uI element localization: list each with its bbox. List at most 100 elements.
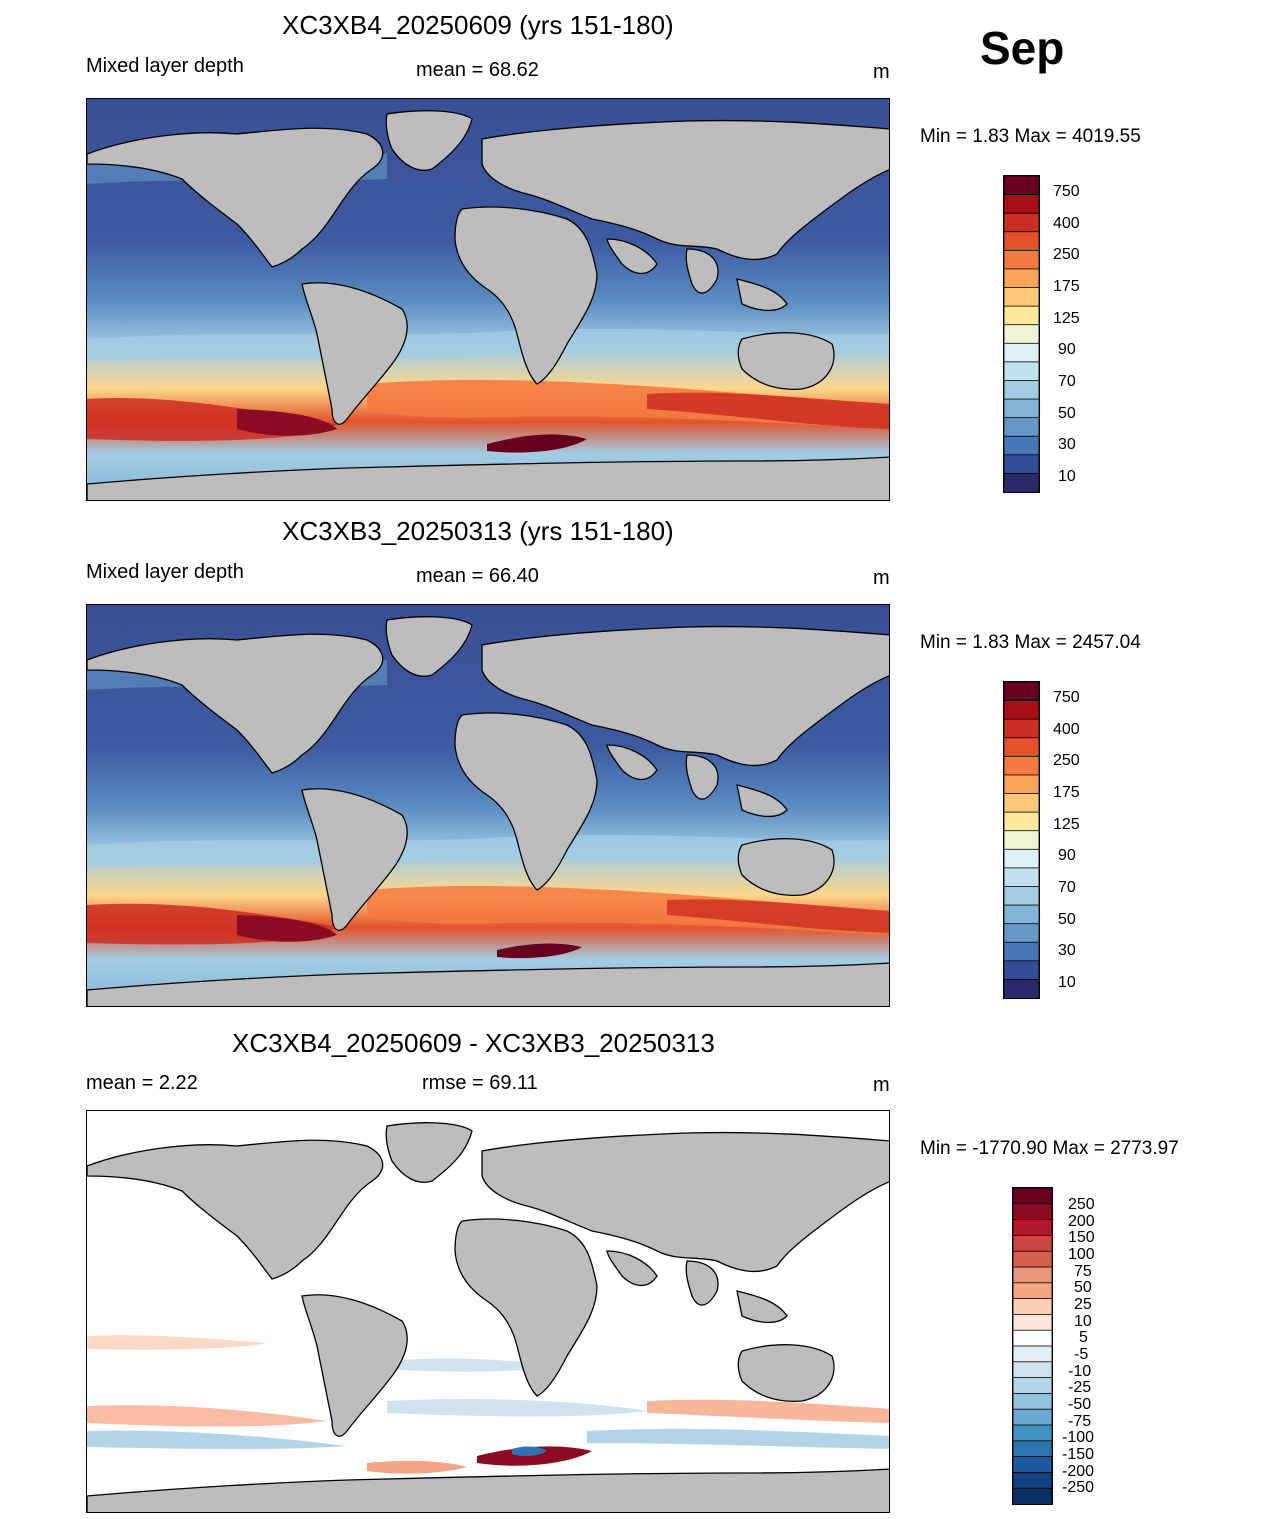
colorbar-swatch <box>1013 1377 1052 1395</box>
cb3-label-7: 10 <box>1074 1313 1092 1330</box>
cb2-label-0: 750 <box>1053 689 1080 706</box>
panel-2-colorbar-boxes <box>1003 681 1040 999</box>
cb2-label-4: 125 <box>1053 816 1080 833</box>
cb3-label-6: 25 <box>1074 1296 1092 1313</box>
colorbar-swatch <box>1004 923 1039 944</box>
cb1-label-9: 10 <box>1058 468 1076 485</box>
colorbar-swatch <box>1013 1282 1052 1300</box>
panel-2-variable-label: Mixed layer depth <box>86 561 244 583</box>
colorbar-swatch <box>1004 700 1039 721</box>
panel-3-map-svg <box>87 1111 889 1512</box>
colorbar-swatch <box>1004 774 1039 795</box>
colorbar-swatch <box>1004 979 1039 998</box>
panel-1-mean-label: mean = 68.62 <box>416 59 539 81</box>
panel-2-title: XC3XB3_20250313 (yrs 151-180) <box>282 516 674 546</box>
cb3-label-15: -150 <box>1062 1446 1095 1463</box>
panel-2-mean-label: mean = 66.40 <box>416 565 539 587</box>
cb2-label-7: 50 <box>1058 911 1076 928</box>
cb3-label-14: -100 <box>1062 1429 1095 1446</box>
colorbar-swatch <box>1004 268 1039 289</box>
cb1-label-5: 90 <box>1058 341 1076 358</box>
cb3-label-12: -50 <box>1068 1396 1092 1413</box>
colorbar-swatch <box>1013 1298 1052 1316</box>
colorbar-swatch <box>1013 1487 1052 1504</box>
panel-3-title: XC3XB4_20250609 - XC3XB3_20250313 <box>232 1028 715 1058</box>
cb1-label-2: 250 <box>1053 246 1080 263</box>
cb3-label-11: -25 <box>1068 1379 1092 1396</box>
colorbar-swatch <box>1013 1440 1052 1458</box>
panel-3-minmax: Min = -1770.90 Max = 2773.97 <box>920 1138 1179 1159</box>
cb2-label-1: 400 <box>1053 721 1080 738</box>
colorbar-swatch <box>1004 231 1039 252</box>
colorbar-swatch <box>1013 1408 1052 1426</box>
panel-1-units-label: m <box>873 61 890 83</box>
panel-1-colorbar-svg <box>1004 176 1039 492</box>
colorbar-swatch <box>1013 1314 1052 1332</box>
panel-2-map <box>86 604 890 1007</box>
colorbar-swatch <box>1004 324 1039 345</box>
colorbar-swatch <box>1004 755 1039 776</box>
colorbar-swatch <box>1004 886 1039 906</box>
cb1-label-6: 70 <box>1058 373 1076 390</box>
cb3-label-13: -75 <box>1068 1413 1092 1430</box>
cb3-label-0: 250 <box>1068 1196 1095 1213</box>
colorbar-swatch <box>1004 454 1039 475</box>
colorbar-swatch <box>1013 1266 1052 1284</box>
colorbar-swatch <box>1013 1329 1052 1347</box>
colorbar-swatch <box>1013 1188 1052 1205</box>
colorbar-swatch <box>1004 830 1039 851</box>
cb1-label-3: 175 <box>1053 278 1080 295</box>
colorbar-swatch <box>1004 194 1039 215</box>
colorbar-swatch <box>1004 941 1039 962</box>
colorbar-swatch <box>1013 1219 1052 1237</box>
cb3-label-17: -250 <box>1062 1479 1095 1496</box>
cb1-label-4: 125 <box>1053 310 1080 327</box>
panel-1-title: XC3XB4_20250609 (yrs 151-180) <box>282 10 674 40</box>
panel-1-map <box>86 98 890 501</box>
cb3-label-10: -10 <box>1068 1363 1092 1380</box>
cb2-label-2: 250 <box>1053 752 1080 769</box>
colorbar-swatch <box>1004 380 1039 400</box>
cb2-label-9: 10 <box>1058 974 1076 991</box>
cb3-label-2: 150 <box>1068 1229 1095 1246</box>
colorbar-swatch <box>1013 1424 1052 1442</box>
panel-2-minmax: Min = 1.83 Max = 2457.04 <box>920 632 1141 653</box>
panel-3-rmse-label: rmse = 69.11 <box>422 1072 538 1094</box>
colorbar-swatch <box>1004 473 1039 492</box>
cb1-label-1: 400 <box>1053 215 1080 232</box>
cb1-label-0: 750 <box>1053 183 1080 200</box>
colorbar-swatch <box>1013 1203 1052 1221</box>
colorbar-swatch <box>1004 960 1039 981</box>
panel-2-units-label: m <box>873 567 890 589</box>
cb1-label-7: 50 <box>1058 405 1076 422</box>
cb2-label-6: 70 <box>1058 879 1076 896</box>
colorbar-swatch <box>1004 811 1039 832</box>
colorbar-swatch <box>1004 718 1039 739</box>
panel-1-variable-label: Mixed layer depth <box>86 55 244 77</box>
colorbar-swatch <box>1004 398 1039 419</box>
colorbar-swatch <box>1004 904 1039 925</box>
colorbar-swatch <box>1004 848 1039 869</box>
panel-1-minmax: Min = 1.83 Max = 4019.55 <box>920 126 1141 147</box>
panel-3-map <box>86 1110 890 1513</box>
colorbar-swatch <box>1004 342 1039 363</box>
colorbar-swatch <box>1004 305 1039 326</box>
cb3-label-3: 100 <box>1068 1246 1095 1263</box>
cb3-label-1: 200 <box>1068 1213 1095 1230</box>
colorbar-swatch <box>1013 1250 1052 1268</box>
colorbar-swatch <box>1013 1361 1052 1379</box>
cb3-label-4: 75 <box>1074 1263 1092 1280</box>
colorbar-swatch <box>1004 867 1039 888</box>
colorbar-swatch <box>1013 1471 1052 1490</box>
month-title: Sep <box>980 22 1065 74</box>
panel-2-colorbar-svg <box>1004 682 1039 998</box>
colorbar-swatch <box>1013 1456 1052 1474</box>
panel-3-units-label: m <box>873 1074 890 1096</box>
colorbar-swatch <box>1013 1235 1052 1253</box>
cb2-label-5: 90 <box>1058 847 1076 864</box>
panel-1-colorbar-boxes <box>1003 175 1040 493</box>
panel-2-map-svg <box>87 605 889 1006</box>
colorbar-swatch <box>1004 417 1039 438</box>
colorbar-swatch <box>1004 682 1039 702</box>
cb3-label-9: -5 <box>1074 1346 1089 1363</box>
